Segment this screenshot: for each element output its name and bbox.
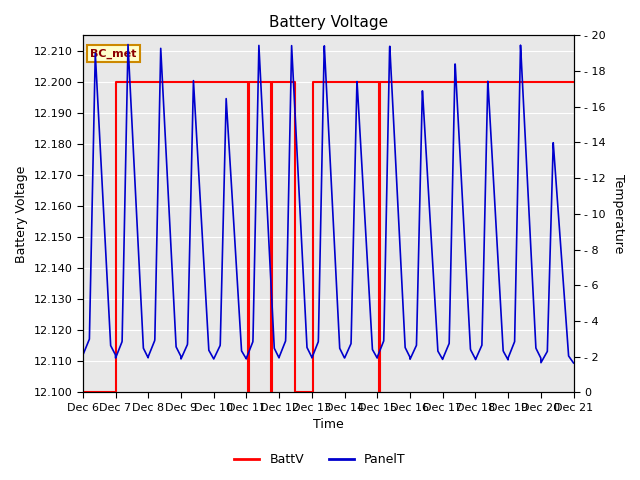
X-axis label: Time: Time xyxy=(313,419,344,432)
Y-axis label: Battery Voltage: Battery Voltage xyxy=(15,165,28,263)
Legend: BattV, PanelT: BattV, PanelT xyxy=(229,448,411,471)
Title: Battery Voltage: Battery Voltage xyxy=(269,15,388,30)
Text: BC_met: BC_met xyxy=(90,49,136,59)
Y-axis label: Temperature: Temperature xyxy=(612,174,625,253)
